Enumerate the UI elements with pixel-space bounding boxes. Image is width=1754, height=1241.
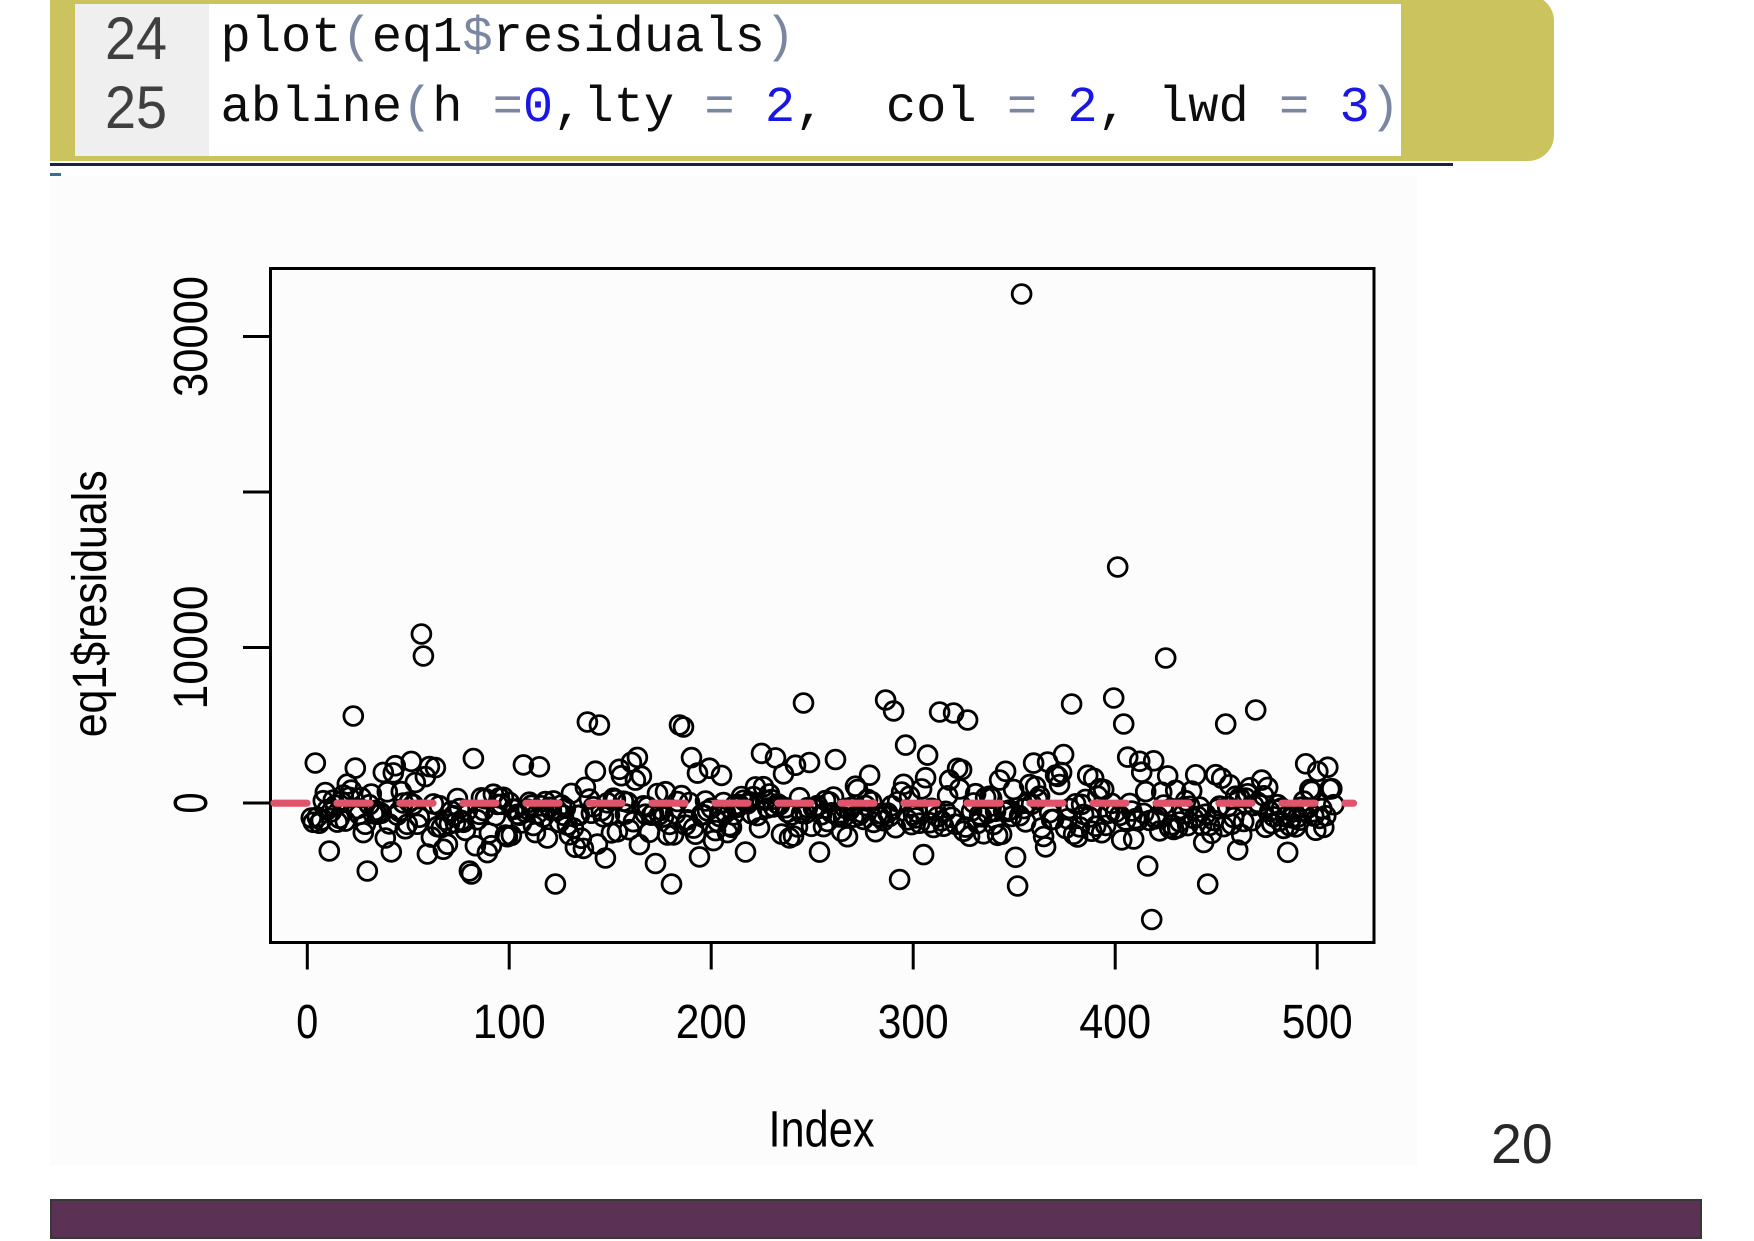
svg-text:30000: 30000 — [165, 276, 218, 397]
svg-text:500: 500 — [1282, 996, 1353, 1049]
svg-text:0: 0 — [165, 793, 218, 814]
svg-text:100: 100 — [473, 996, 546, 1049]
svg-text:0: 0 — [296, 996, 318, 1049]
svg-text:300: 300 — [878, 996, 949, 1049]
svg-text:400: 400 — [1079, 996, 1151, 1049]
svg-text:Index: Index — [769, 1101, 875, 1158]
svg-text:200: 200 — [676, 996, 747, 1049]
svg-text:10000: 10000 — [165, 586, 218, 710]
svg-text:eq1$residuals: eq1$residuals — [64, 470, 117, 737]
